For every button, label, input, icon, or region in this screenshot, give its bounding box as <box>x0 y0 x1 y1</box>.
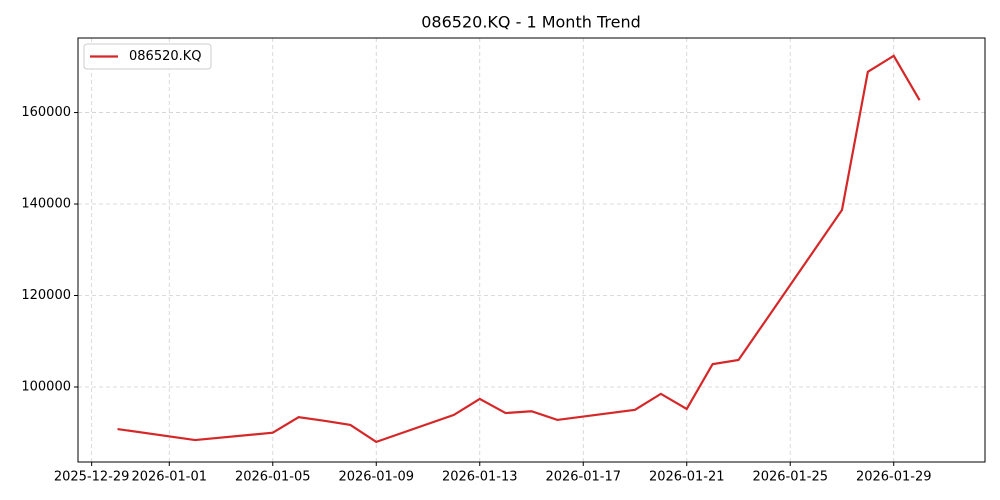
legend-box <box>83 43 212 70</box>
x-tick-label: 2026-01-17 <box>545 470 621 485</box>
chart-title: 086520.KQ - 1 Month Trend <box>421 13 640 32</box>
x-tick-label: 2025-12-29 <box>54 470 130 485</box>
plot-frame <box>77 37 986 463</box>
x-tick-label: 2026-01-21 <box>649 470 725 485</box>
x-tick-label: 2026-01-13 <box>442 470 518 485</box>
x-tick-label: 2026-01-25 <box>752 470 828 485</box>
x-tick-label: 2026-01-09 <box>338 470 414 485</box>
line <box>117 54 921 444</box>
y-tick-label: 100000 <box>21 379 71 394</box>
x-tick-label: 2026-01-05 <box>235 470 311 485</box>
x-tick-label: 2026-01-01 <box>131 470 207 485</box>
y-tick-label: 120000 <box>21 288 71 303</box>
legend-label: 086520.KQ <box>129 49 202 64</box>
y-tick-label: 160000 <box>21 105 71 120</box>
y-tick-label: 140000 <box>21 197 71 212</box>
x-tick-label: 2026-01-29 <box>856 470 932 485</box>
